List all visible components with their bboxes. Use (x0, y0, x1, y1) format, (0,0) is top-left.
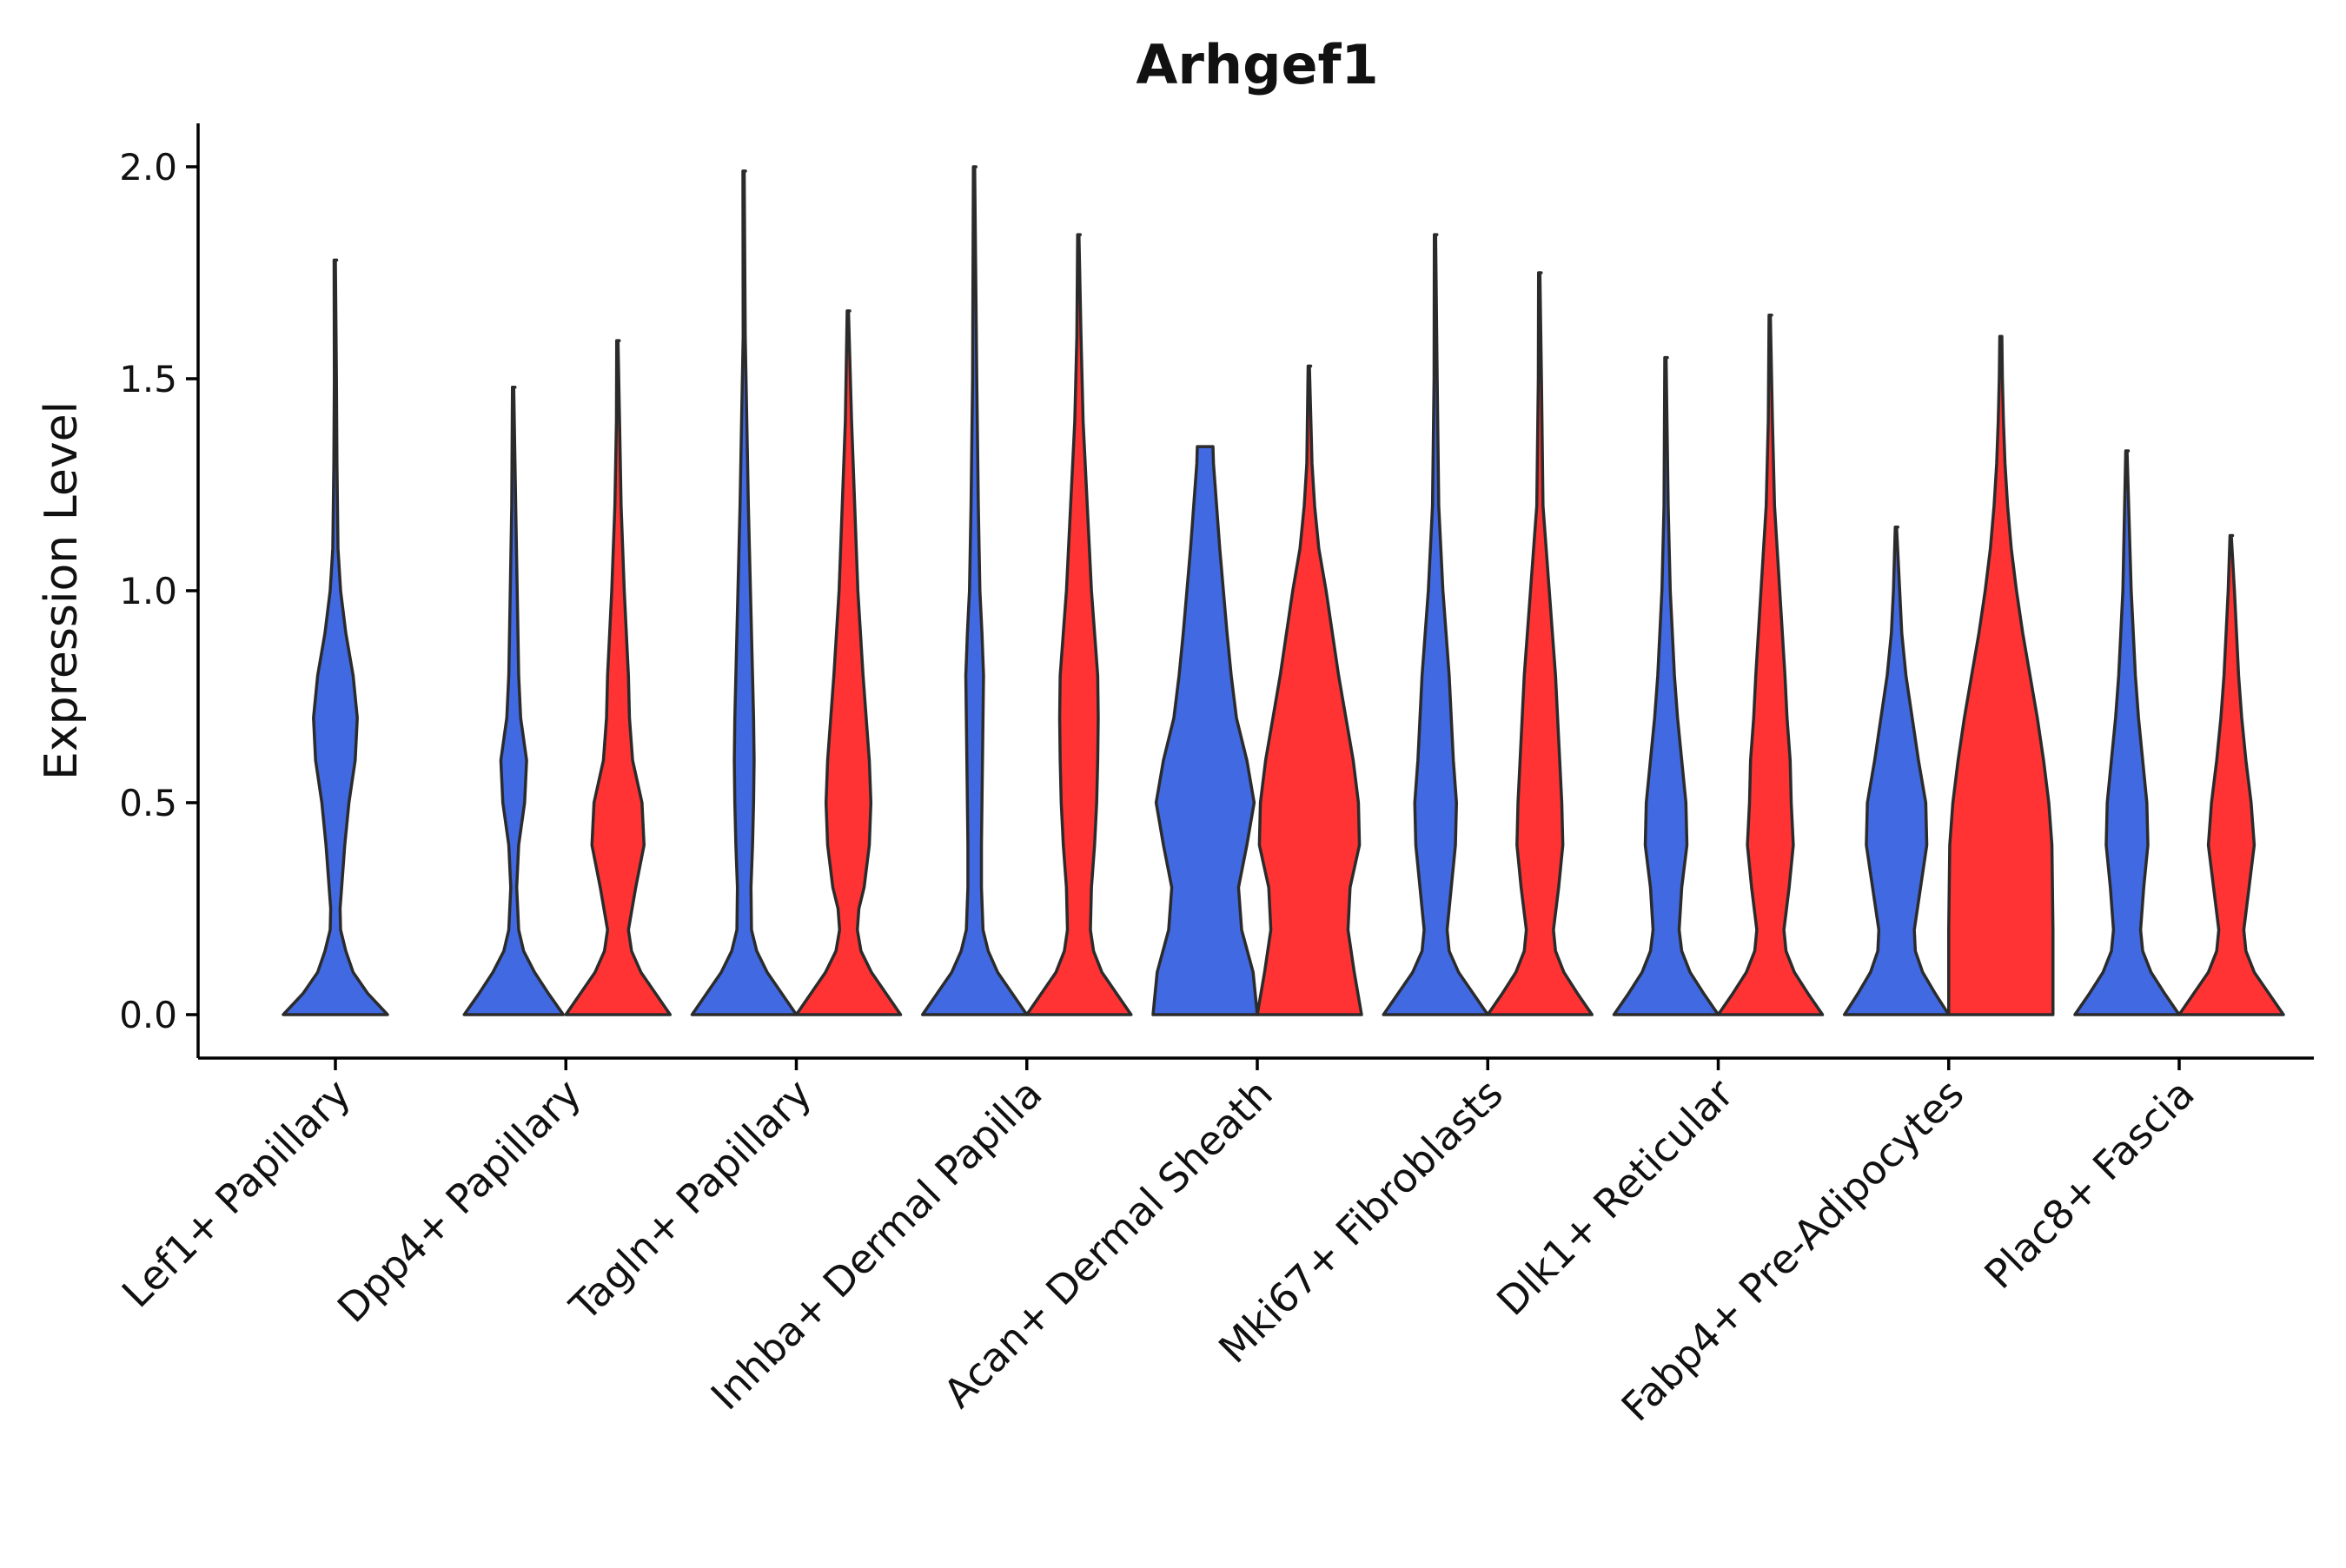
y-tick-label: 2.0 (119, 146, 177, 189)
violin-group-2 (1947, 334, 2055, 1016)
violin-group-1 (462, 386, 565, 1016)
violin-group-2 (794, 309, 903, 1016)
y-axis-label: Expression Level (36, 401, 88, 780)
y-ticks: 0.0 0.5 1.0 1.5 2.0 (119, 146, 198, 1036)
x-tick-label: Dpp4+ Papillary (328, 1070, 590, 1332)
plot-area (282, 165, 2285, 1016)
x-tick-label: Tagln+ Papillary (560, 1070, 821, 1331)
violin-group-1 (1843, 526, 1951, 1016)
violin-group-2 (1716, 314, 1825, 1016)
y-tick-label: 1.0 (119, 570, 177, 612)
y-tick-label: 1.5 (119, 358, 177, 400)
x-tick-label: Lef1+ Papillary (113, 1070, 360, 1317)
violin-group-1 (1382, 233, 1489, 1016)
violin-group-2 (1256, 364, 1363, 1016)
y-tick-label: 0.0 (119, 994, 177, 1036)
violin-group-2 (2177, 533, 2285, 1016)
x-tick-label: Plac8+ Fascia (1975, 1070, 2203, 1298)
violin-group-1 (690, 169, 799, 1016)
violin-group-1 (921, 165, 1029, 1016)
violin-group-1 (2073, 449, 2181, 1016)
violin-group-1 (1612, 355, 1720, 1016)
violin-group-2 (1486, 271, 1594, 1016)
violin-group-2 (564, 339, 672, 1016)
violin-group-1 (282, 258, 389, 1016)
y-tick-label: 0.5 (119, 782, 177, 824)
chart-title: Arhgef1 (1136, 33, 1378, 96)
x-tick-label: Dlk1+ Reticular (1488, 1070, 1742, 1325)
violin-group-1 (1151, 445, 1259, 1016)
violin-group-2 (1025, 233, 1133, 1016)
